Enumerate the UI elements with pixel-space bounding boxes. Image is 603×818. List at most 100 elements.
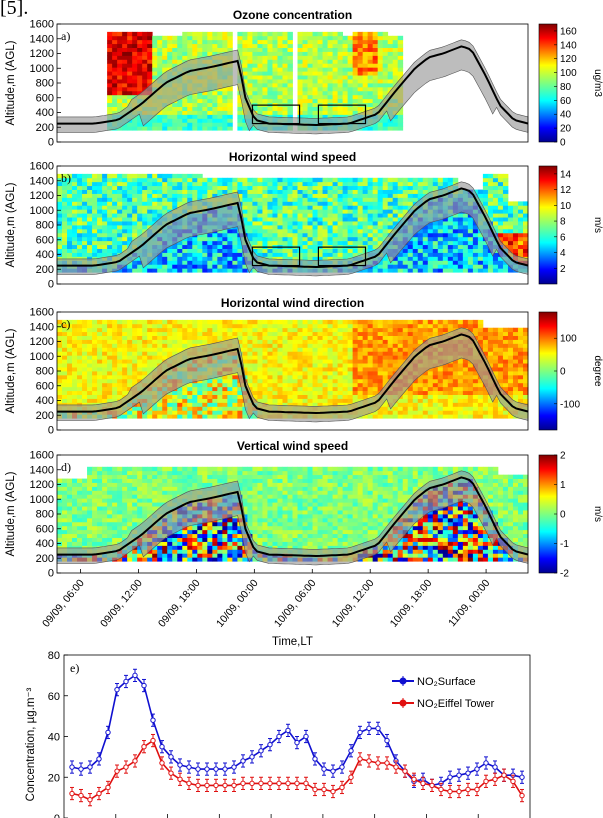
- heatmap-cell: [217, 374, 223, 380]
- heatmap-cell: [247, 35, 253, 41]
- heatmap-cell: [437, 240, 444, 246]
- heatmap-cell: [232, 374, 238, 380]
- heatmap-cell: [122, 209, 128, 214]
- heatmap-cell: [257, 394, 263, 399]
- heatmap-cell: [382, 83, 389, 88]
- heatmap-cell: [337, 209, 344, 214]
- heatmap-cell: [262, 398, 268, 403]
- heatmap-cell: [102, 323, 108, 329]
- heatmap-cell: [57, 343, 63, 348]
- heatmap-cell: [342, 232, 349, 238]
- heatmap-cell: [277, 201, 283, 206]
- heatmap-cell: [82, 201, 88, 206]
- heatmap-cell: [362, 205, 369, 210]
- heatmap-cell: [137, 55, 143, 60]
- heatmap-cell: [252, 319, 258, 325]
- heatmap-cell: [522, 240, 529, 246]
- heatmap-cell: [292, 394, 298, 399]
- heatmap-cell: [372, 67, 379, 72]
- heatmap-cell: [157, 410, 163, 415]
- heatmap-cell: [157, 197, 163, 202]
- heatmap-cell: [272, 240, 278, 246]
- heatmap-cell: [522, 221, 529, 226]
- heatmap-cell: [482, 252, 489, 257]
- heatmap-cell: [347, 63, 354, 68]
- heatmap-cell: [97, 367, 103, 372]
- heatmap-cell: [107, 363, 113, 368]
- heatmap-cell: [62, 213, 68, 218]
- heatmap-cell: [212, 335, 218, 340]
- heatmap-cell: [212, 31, 218, 37]
- heatmap-cell: [257, 177, 263, 183]
- heatmap-cell: [147, 79, 153, 84]
- heatmap-cell: [162, 264, 168, 269]
- heatmap-cell: [222, 232, 228, 238]
- heatmap-cell: [167, 59, 173, 64]
- heatmap-cell: [202, 47, 208, 52]
- boundary-layer-line: [57, 45, 529, 127]
- heatmap-cell: [242, 201, 248, 206]
- heatmap-cell: [387, 185, 394, 190]
- heatmap-cell: [287, 225, 293, 230]
- heatmap-cell: [357, 205, 364, 210]
- heatmap-cell: [137, 79, 143, 84]
- heatmap-cell: [357, 35, 364, 41]
- heatmap-cell: [207, 181, 213, 187]
- heatmap-cell: [177, 327, 183, 333]
- heatmap-cell: [187, 335, 193, 340]
- heatmap-cell: [437, 225, 444, 230]
- heatmap-cell: [352, 225, 359, 230]
- heatmap-cell: [162, 343, 168, 348]
- heatmap-cell: [212, 47, 218, 52]
- heatmap-cell: [112, 228, 118, 234]
- heatmap-cell: [117, 55, 123, 60]
- heatmap-cell: [282, 225, 288, 230]
- heatmap-cell: [117, 197, 123, 202]
- heatmap-cell: [242, 268, 248, 273]
- heatmap-cell: [442, 256, 449, 261]
- heatmap-cell: [337, 189, 344, 194]
- heatmap-cell: [207, 236, 213, 242]
- heatmap-cell: [87, 236, 93, 242]
- heatmap-cell: [207, 335, 213, 340]
- heatmap-cell: [82, 193, 88, 198]
- heatmap-cell: [287, 256, 293, 261]
- heatmap-cell: [182, 55, 188, 60]
- heatmap-cell: [367, 209, 374, 214]
- heatmap-cell: [337, 252, 344, 257]
- heatmap-cell: [337, 63, 344, 68]
- heatmap-cell: [337, 225, 344, 230]
- heatmap-cell: [137, 189, 143, 194]
- heatmap-cell: [352, 209, 359, 214]
- heatmap-cell: [127, 268, 133, 273]
- heatmap-cell: [327, 232, 333, 238]
- heatmap-cell: [352, 228, 359, 234]
- heatmap-cell: [117, 378, 123, 384]
- heatmap-cell: [327, 217, 333, 222]
- heatmap-cell: [482, 189, 489, 194]
- heatmap-cell: [142, 339, 148, 344]
- heatmap-cell: [262, 221, 268, 226]
- heatmap-cell: [117, 414, 123, 419]
- heatmap-cell: [117, 193, 123, 198]
- heatmap-cell: [57, 228, 63, 234]
- heatmap-cell: [322, 35, 328, 41]
- heatmap-cell: [172, 205, 178, 210]
- heatmap-cell: [457, 256, 464, 261]
- heatmap-cell: [82, 323, 88, 329]
- heatmap-cell: [287, 374, 293, 380]
- heatmap-cell: [462, 228, 469, 234]
- heatmap-cell: [132, 122, 138, 127]
- heatmap-cell: [102, 232, 108, 238]
- heatmap-cell: [322, 47, 328, 52]
- heatmap-cell: [192, 252, 198, 257]
- heatmap-cell: [232, 181, 238, 187]
- heatmap-cell: [122, 390, 128, 395]
- heatmap-cell: [512, 201, 519, 206]
- heatmap-cell: [112, 31, 118, 37]
- heatmap-cell: [147, 355, 153, 360]
- heatmap-cell: [167, 406, 173, 411]
- heatmap-cell: [327, 86, 333, 92]
- heatmap-cell: [82, 319, 88, 325]
- heatmap-cell: [482, 268, 489, 273]
